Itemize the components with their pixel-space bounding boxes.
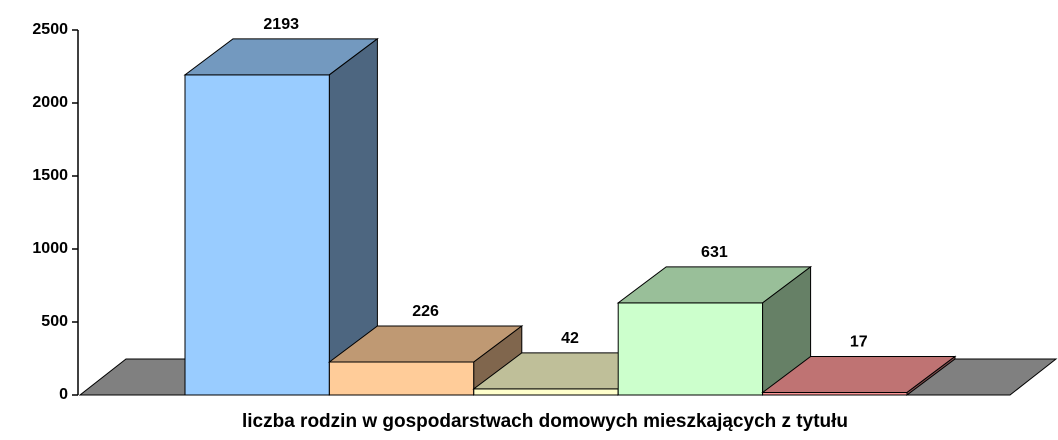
value-label: 226	[412, 303, 439, 320]
bar	[473, 388, 619, 396]
bar	[184, 74, 330, 396]
value-label: 2193	[263, 16, 299, 33]
y-tick-label: 2000	[32, 94, 68, 111]
bar	[617, 302, 764, 396]
x-category-label: liczba rodzin w gospodarstwach domowych …	[242, 411, 848, 432]
value-label: 631	[701, 244, 728, 261]
y-tick-label: 1500	[32, 167, 68, 184]
y-tick-label: 0	[59, 386, 68, 403]
y-tick-label: 1000	[32, 240, 68, 257]
value-label: 17	[850, 334, 868, 351]
value-label: 42	[561, 330, 579, 347]
bar	[328, 361, 475, 396]
y-tick-label: 500	[41, 313, 68, 330]
y-tick-label: 2500	[32, 21, 68, 38]
bar-side	[906, 355, 956, 396]
